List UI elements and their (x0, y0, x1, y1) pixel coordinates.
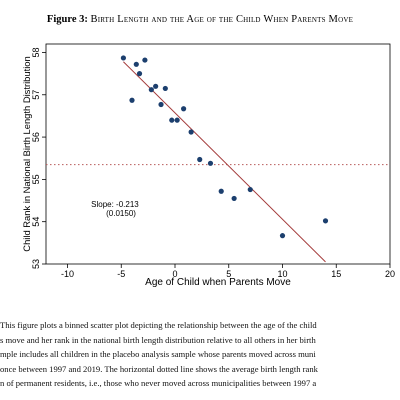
scatter-point (169, 117, 175, 123)
scatter-point (279, 233, 286, 239)
y-tick-label: 57 (31, 90, 41, 100)
x-tick-label: -5 (117, 269, 125, 279)
scatter-point (231, 195, 237, 202)
y-tick-label: 56 (31, 132, 41, 142)
figure-caption: This figure plots a binned scatter plot … (0, 318, 400, 391)
caption-line: once between 1997 and 2019. The horizont… (0, 363, 318, 374)
slope-standard-error: (0.0150) (106, 209, 136, 218)
scatter-points (120, 55, 329, 239)
x-tick-label: 15 (331, 269, 341, 279)
plot-frame (45, 43, 391, 265)
scatter-point (181, 106, 187, 112)
y-tick-label: 58 (31, 47, 41, 57)
figure-label: Figure 3: (46, 14, 88, 25)
scatter-point (218, 188, 224, 194)
x-tick-label: 10 (277, 269, 287, 279)
caption-line: mple includes all children in the placeb… (0, 349, 316, 359)
scatter-point (153, 83, 159, 89)
x-tick-label: 0 (172, 269, 177, 279)
caption-line: This figure plots a binned scatter plot … (0, 320, 317, 330)
fitted-regression-line (123, 61, 326, 263)
scatter-point (142, 57, 148, 63)
scatter-point (322, 218, 329, 224)
caption-line: s move and her rank in the national birt… (0, 334, 316, 345)
scatter-point (162, 85, 168, 92)
y-tick-label: 53 (31, 259, 41, 269)
scatter-point (197, 156, 203, 163)
scatter-point (129, 97, 135, 103)
scatter-point (247, 186, 253, 193)
scatter-point (120, 55, 126, 61)
caption-line: n of permanent residents, i.e., those wh… (0, 378, 317, 388)
scatter-point (148, 87, 154, 93)
scatter-point (133, 61, 139, 67)
y-axis-label: Child Rank in National Birth Length Dist… (21, 56, 32, 251)
x-axis-ticks: -10 -5 0 5 10 15 20 (61, 264, 395, 279)
scatter-point (158, 101, 164, 108)
slope-annotation: Slope: -0.213 (91, 200, 139, 209)
scatter-point (136, 71, 143, 77)
scatter-point (188, 129, 194, 135)
y-axis-ticks: 53 54 55 56 57 58 (31, 47, 46, 269)
x-tick-label: 5 (226, 269, 231, 279)
scatter-point (174, 117, 180, 123)
x-axis-label: Age of Child when Parents Move (145, 277, 291, 288)
x-tick-label: 20 (385, 269, 395, 279)
y-tick-label: 55 (31, 174, 41, 184)
figure-title-text: Birth Length and the Age of the Child Wh… (90, 14, 354, 25)
x-tick-label: -10 (61, 269, 74, 279)
y-tick-label: 54 (31, 217, 41, 227)
figure-title: Figure 3: Birth Length and the Age of th… (0, 14, 400, 25)
scatter-point (207, 160, 214, 166)
